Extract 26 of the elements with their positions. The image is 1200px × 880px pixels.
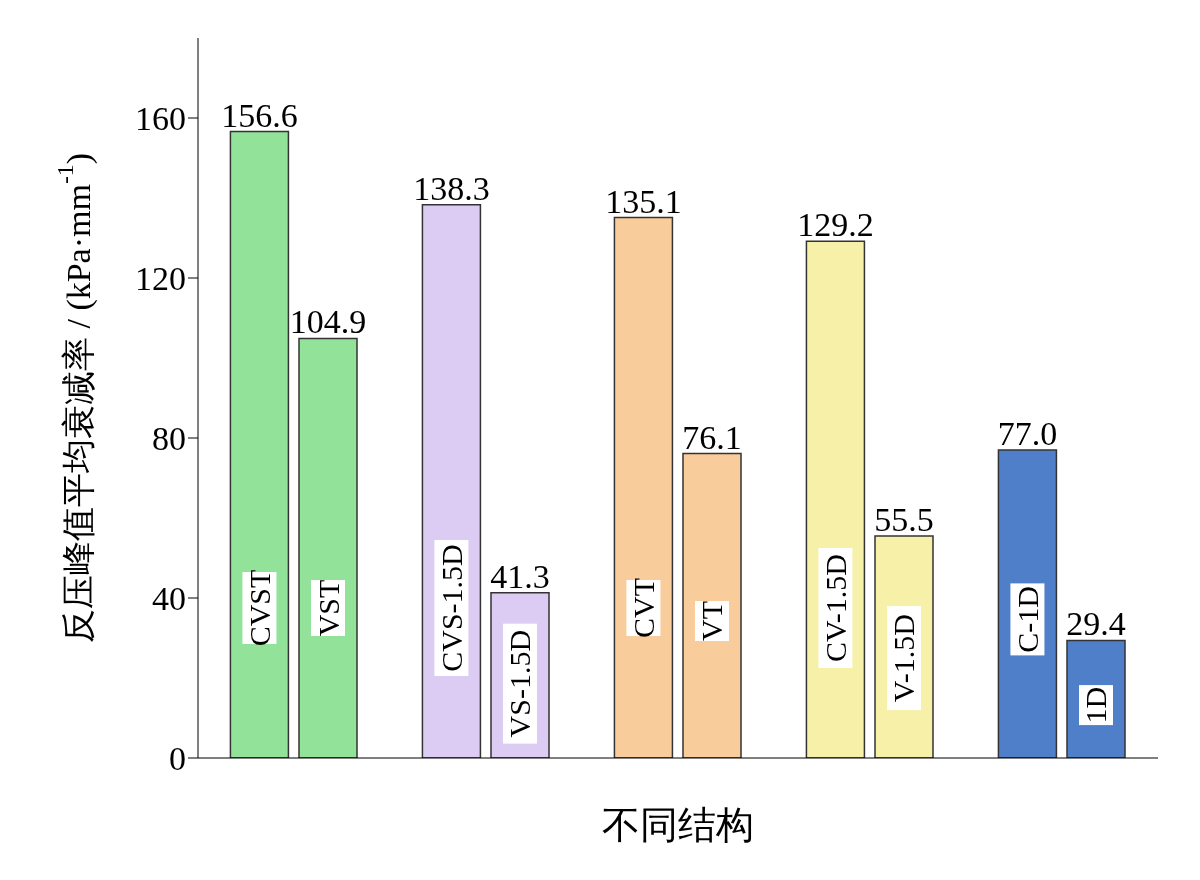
data-label: 138.3 [413, 169, 490, 207]
data-label: 129.2 [797, 206, 874, 244]
x-tick-label: VT [695, 601, 729, 642]
x-tick-label: CV-1.5D [818, 553, 852, 663]
data-label: 156.6 [221, 96, 298, 134]
data-label: 29.4 [1066, 605, 1126, 643]
x-tick-label: CVS-1.5D [434, 544, 468, 672]
y-tick-label: 40 [152, 580, 186, 618]
data-label: 76.1 [682, 418, 742, 456]
y-tick-label: 120 [135, 260, 186, 298]
x-tick-label: VS-1.5D [503, 629, 537, 738]
x-axis-title: 不同结构 [602, 804, 754, 846]
x-tick-label: CVT [626, 578, 660, 638]
y-tick-label: 80 [152, 420, 186, 458]
data-label: 135.1 [605, 182, 682, 220]
data-label: 55.5 [874, 501, 934, 538]
x-tick-label: 1D [1079, 686, 1113, 724]
y-tick-label: 0 [169, 740, 186, 778]
data-label: 104.9 [289, 303, 367, 341]
x-tick-label: VST [311, 579, 345, 637]
y-tick-label: 160 [135, 100, 186, 138]
x-tick-label: V-1.5D [887, 614, 921, 703]
data-label: 77.0 [997, 415, 1058, 452]
data-label: 41.3 [490, 557, 550, 595]
x-tick-label: C-1D [1010, 586, 1044, 653]
x-tick-label: CVST [242, 569, 276, 647]
